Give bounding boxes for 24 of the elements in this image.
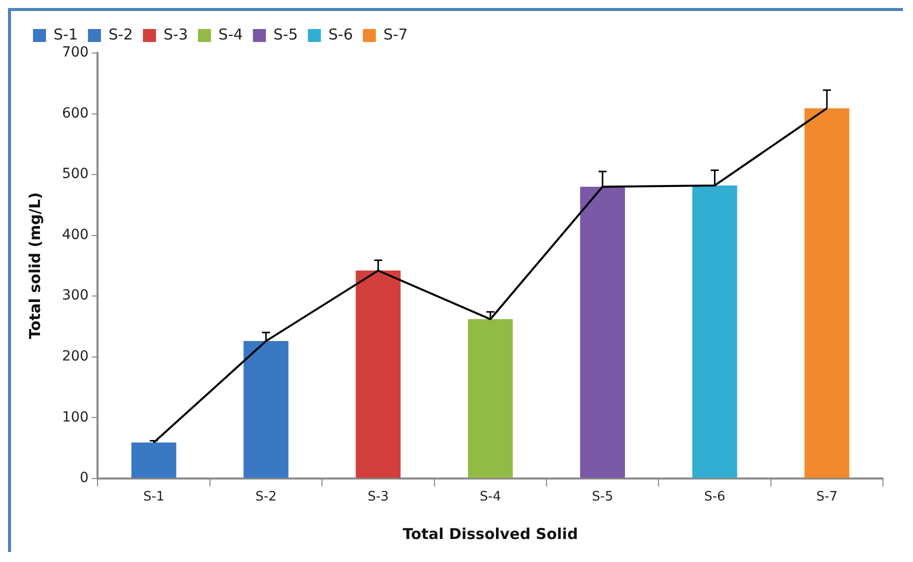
y-tick-label: 200 (62, 348, 89, 364)
y-tick-label: 400 (62, 226, 89, 243)
legend-label: S-5 (273, 25, 298, 44)
legend-label: S-2 (108, 25, 133, 44)
x-tick-label: S-1 (143, 490, 164, 505)
x-axis-title: Total Dissolved Solid (402, 524, 578, 543)
y-axis-title: Total solid (mg/L) (26, 192, 44, 340)
x-tick-label: S-6 (704, 490, 726, 505)
y-tick-label: 500 (62, 166, 89, 182)
x-tick-label: S-2 (255, 490, 277, 505)
x-tick-label: S-4 (480, 490, 501, 505)
legend-label: S-4 (218, 25, 243, 44)
legend-label: S-6 (328, 25, 353, 44)
y-tick-label: 300 (62, 288, 89, 304)
y-tick-label: 700 (62, 44, 89, 61)
x-tick-label: S-5 (592, 490, 614, 505)
y-tick-label: 0 (80, 470, 89, 486)
legend-label: S-1 (54, 25, 78, 44)
legend-label: S-7 (383, 25, 408, 44)
x-tick-label: S-7 (816, 490, 838, 505)
x-tick-label: S-3 (368, 490, 389, 505)
legend-label: S-3 (163, 25, 188, 44)
y-tick-label: 100 (62, 409, 89, 426)
y-tick-label: 600 (62, 105, 89, 122)
